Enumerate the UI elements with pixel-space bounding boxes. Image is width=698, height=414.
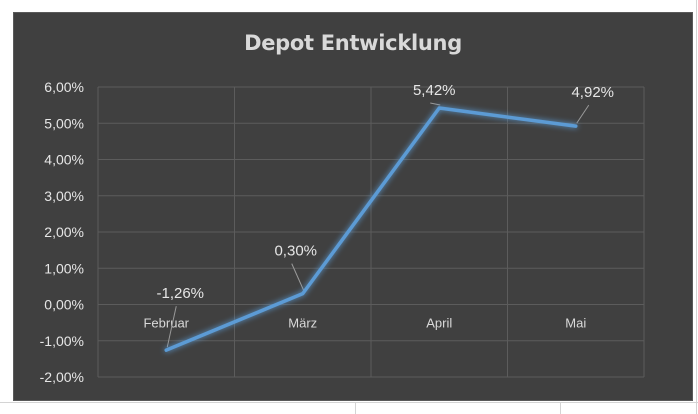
data-point[interactable]: [574, 124, 578, 128]
x-category-label: Februar: [143, 316, 189, 331]
line-chart: -2,00% -1,00% 0,00% 1,00% 2,00% 3,00% 4,00% 5,0…: [40, 79, 645, 385]
y-tick-label: 5,00%: [44, 115, 84, 131]
series-line[interactable]: [164, 106, 578, 352]
data-label-leader: [576, 104, 590, 124]
data-label: 4,92%: [571, 84, 614, 101]
data-label: 5,42%: [413, 82, 456, 99]
x-category-label: April: [426, 316, 452, 331]
chart-area[interactable]: Depot Entwicklung -2,00% -1,00% 0,00% 1,00%…: [13, 12, 693, 401]
y-tick-label: 1,00%: [44, 260, 84, 276]
data-point[interactable]: [164, 348, 168, 352]
x-category-label: Mai: [565, 316, 586, 331]
data-label: -1,26%: [156, 285, 204, 302]
data-label: 0,30%: [274, 243, 317, 260]
x-category-label: März: [288, 316, 317, 331]
data-label-leader: [291, 263, 305, 291]
data-label-leader: [166, 306, 177, 348]
y-tick-label: 3,00%: [44, 188, 84, 204]
data-point[interactable]: [437, 106, 441, 110]
y-tick-label: 0,00%: [44, 297, 84, 313]
data-label-leader: [430, 102, 441, 106]
y-tick-label: 4,00%: [44, 152, 84, 168]
y-tick-label: -1,00%: [40, 333, 84, 349]
chart-title: Depot Entwicklung: [244, 31, 462, 55]
y-tick-label: 6,00%: [44, 79, 84, 95]
y-tick-label: 2,00%: [44, 224, 84, 240]
y-tick-label: -2,00%: [40, 369, 84, 385]
data-point[interactable]: [301, 292, 305, 296]
